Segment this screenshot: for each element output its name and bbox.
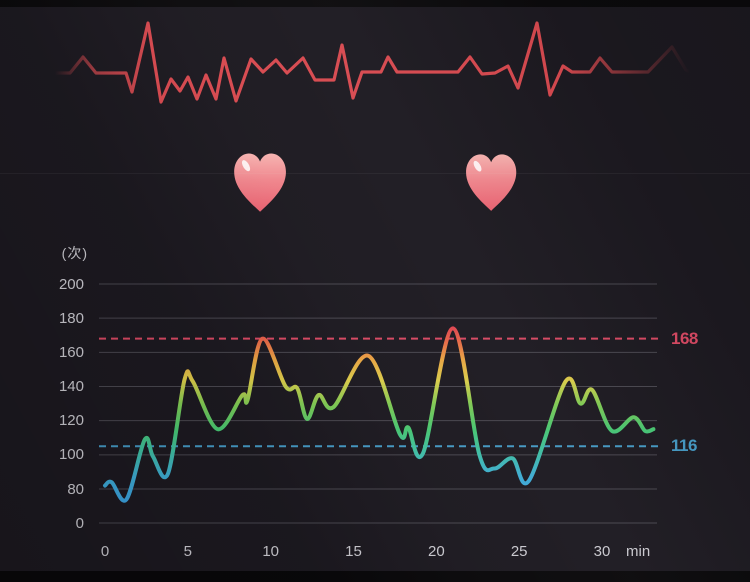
y-tick-label: 0 [75,514,84,532]
x-tick-label: 15 [345,543,362,560]
chart-gridlines [99,283,657,524]
chart-reference-lines [99,337,662,448]
x-axis-unit-label: min [626,543,651,560]
top-edge-strip [0,0,750,7]
y-tick-label: 100 [58,446,84,464]
y-tick-label: 80 [67,480,84,498]
y-tick-label: 160 [58,343,84,361]
y-tick-label: 200 [58,275,84,293]
y-tick-label: 140 [58,378,84,395]
x-tick-label: 25 [510,543,528,560]
x-tick-label: 10 [262,543,279,560]
heart-rate-line [103,326,656,503]
x-tick-label: 30 [593,543,611,560]
ecg-waveform [53,21,692,104]
y-tick-label: 180 [58,309,84,327]
separator-line [0,173,750,174]
bottom-edge-strip [0,571,750,582]
reference-line-label: 168 [671,328,698,348]
reference-line-label: 116 [671,436,697,456]
y-axis-unit-label: (次) [61,245,88,261]
x-tick-label: 0 [100,543,110,560]
y-tick-label: 120 [58,412,84,430]
x-tick-label: 20 [427,543,445,560]
heart-icon [234,153,286,212]
x-tick-label: 5 [183,543,192,560]
heart-icon [466,154,517,211]
